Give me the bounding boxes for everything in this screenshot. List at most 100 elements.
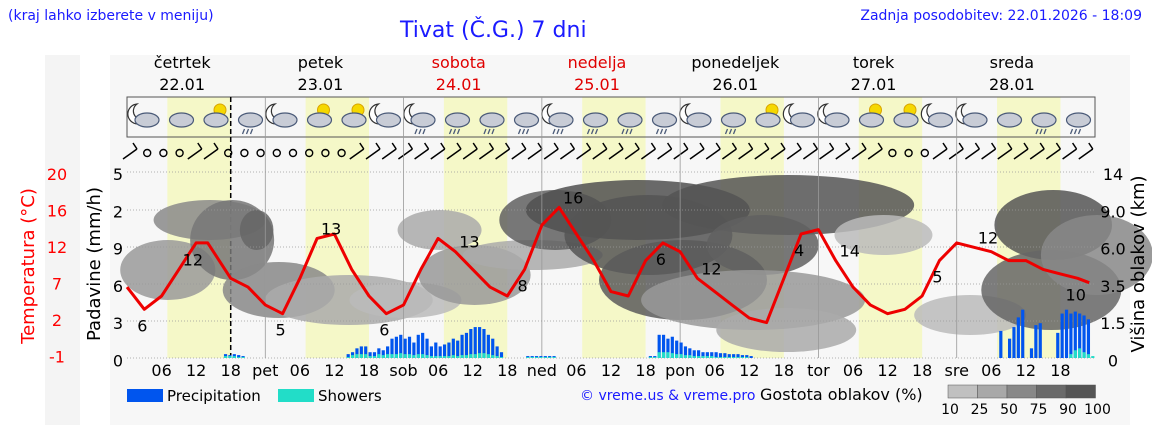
wind-barb-flag	[990, 142, 997, 150]
x-tick-label: pon	[665, 361, 695, 380]
wind-barb-shaft	[997, 148, 1013, 160]
temperature-line	[125, 205, 1090, 325]
wind-barb-shaft	[1013, 148, 1029, 160]
wind-barb-shaft	[867, 148, 883, 160]
showers-bar	[727, 357, 731, 358]
precipitation-bar	[372, 352, 377, 358]
precipitation-bar	[442, 344, 447, 358]
wind-barb-icon	[495, 142, 511, 160]
x-tick-label: 18	[497, 361, 517, 380]
showers-bar	[670, 353, 674, 358]
wind-barb-shaft	[738, 148, 754, 160]
x-tick-label: 12	[186, 361, 206, 380]
x-tick-label: 12	[463, 361, 483, 380]
showers-bar	[442, 356, 447, 358]
temperature-label: 14	[840, 242, 860, 261]
cloud-density-swatch	[1036, 384, 1067, 399]
showers-bar	[679, 354, 683, 358]
wind-barb-flag	[213, 142, 219, 150]
wind-barb-flag	[764, 142, 770, 150]
wind-barb-icon	[705, 142, 721, 160]
wind-barb-shaft	[495, 148, 511, 160]
showers-bar	[1086, 354, 1091, 358]
showers-bar	[434, 356, 438, 358]
wind-barb-icon	[640, 142, 657, 160]
precipitation-bar	[692, 350, 696, 358]
showers-bar	[723, 357, 727, 358]
cloud-icon	[651, 112, 678, 128]
wind-barb-flag	[650, 142, 657, 150]
wind-barb-flag	[132, 142, 138, 150]
precipitation-bar	[386, 346, 390, 358]
wind-barb-icon	[122, 142, 138, 160]
cloud-icon	[341, 112, 367, 128]
rain-drop-icon	[422, 128, 426, 135]
rain-drop-icon	[491, 128, 495, 135]
showers-bar	[657, 352, 661, 358]
rain-drop-icon	[249, 128, 254, 135]
showers-bar	[714, 357, 718, 358]
wind-barb-shaft	[721, 148, 737, 160]
wind-barb-icon	[1045, 142, 1062, 160]
rain-cloud-icon	[513, 112, 540, 135]
precipitation-bar	[390, 338, 394, 358]
x-tick-label: 06	[290, 361, 310, 380]
precipitation-bar	[460, 334, 464, 358]
temperature-label: 6	[137, 316, 147, 335]
wind-barb-flag	[618, 142, 624, 150]
precipitation-tick: 3	[113, 314, 123, 333]
wind-barb-shaft	[478, 148, 494, 160]
wind-barb-icon	[1013, 142, 1029, 160]
temperature-tick: 12	[47, 238, 67, 257]
wind-barb-flag	[683, 142, 689, 150]
wind-barb-flag	[423, 142, 430, 150]
precipitation-bar	[499, 352, 504, 358]
precipitation-bar	[732, 354, 736, 358]
rain-drop-icon	[521, 128, 526, 135]
precipitation-bar	[1073, 311, 1077, 358]
cloud-icon	[686, 112, 712, 128]
wind-barb-icon	[187, 142, 203, 160]
wind-barb-flag	[456, 142, 462, 150]
wind-barb-icon	[981, 142, 997, 160]
wind-barb-icon	[1078, 142, 1094, 160]
showers-bar	[456, 356, 460, 358]
precipitation-bar	[429, 346, 434, 358]
precipitation-bar	[407, 336, 412, 358]
day-date: 28.01	[989, 75, 1035, 94]
wind-barb-flag	[780, 142, 786, 150]
wind-barb-flag	[197, 142, 203, 150]
cloud-icon	[824, 112, 850, 128]
wind-barb-shaft	[397, 148, 413, 160]
icon-row-frame	[126, 96, 1096, 138]
precipitation-bar	[416, 334, 420, 358]
precipitation-bar	[399, 334, 403, 358]
wind-barb-flag	[375, 142, 381, 150]
rain-drop-icon	[1039, 128, 1043, 135]
precipitation-bar	[679, 342, 683, 358]
wind-barb-flag	[877, 142, 883, 150]
cloud-icon	[203, 112, 229, 128]
grid-lines	[127, 97, 1095, 359]
wind-barb-icon	[932, 142, 948, 160]
wind-barb-shaft	[592, 148, 608, 160]
rain-drop-icon	[621, 128, 625, 135]
wind-barb-shaft	[705, 148, 721, 160]
precipitation-bar	[1012, 327, 1016, 358]
showers-bar	[355, 354, 359, 358]
wind-barb-icon	[478, 142, 495, 160]
wind-barb-icon	[430, 142, 446, 160]
showers-bar	[653, 357, 657, 358]
wind-barb-shaft	[851, 148, 867, 160]
cloud-icon	[582, 112, 609, 128]
wind-barb-flag	[812, 142, 819, 150]
precipitation-bar	[482, 329, 486, 358]
wind-row	[122, 142, 1094, 160]
cloud-density-stop: 100	[1084, 402, 1111, 418]
wind-barb-shaft	[559, 148, 575, 160]
showers-bar	[539, 357, 543, 358]
precipitation-bar	[697, 350, 701, 358]
day-name: ponedeljek	[691, 53, 780, 72]
precipitation-bar	[421, 332, 425, 358]
